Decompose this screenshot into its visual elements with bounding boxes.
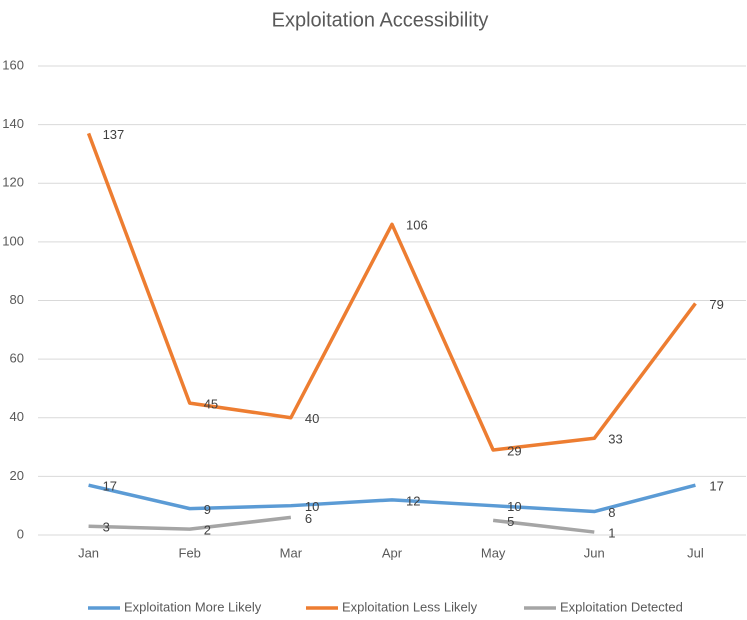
y-tick-label: 80 <box>10 292 24 307</box>
y-tick-label: 20 <box>10 468 24 483</box>
legend-label: Exploitation Less Likely <box>342 599 478 614</box>
data-label: 8 <box>608 505 615 520</box>
y-tick-label: 0 <box>17 526 24 541</box>
x-tick-label: Feb <box>179 545 201 560</box>
series-line <box>88 515 595 534</box>
x-tick-label: Jul <box>687 545 704 560</box>
y-tick-label: 160 <box>2 57 24 72</box>
x-tick-label: Apr <box>382 545 403 560</box>
data-label: 9 <box>204 502 211 517</box>
x-tick-label: May <box>481 545 506 560</box>
data-label: 137 <box>103 127 125 142</box>
series-line <box>88 483 696 514</box>
data-label: 79 <box>709 297 723 312</box>
data-label: 10 <box>507 499 521 514</box>
data-label: 3 <box>103 520 110 535</box>
x-tick-label: Jan <box>78 545 99 560</box>
data-label: 1 <box>608 526 615 541</box>
x-tick-label: Mar <box>280 545 303 560</box>
data-label: 29 <box>507 443 521 458</box>
legend-label: Exploitation More Likely <box>124 599 262 614</box>
data-label: 12 <box>406 493 420 508</box>
data-label: 5 <box>507 514 514 529</box>
data-label: 106 <box>406 218 428 233</box>
chart-title: Exploitation Accessibility <box>272 9 489 31</box>
y-tick-label: 140 <box>2 116 24 131</box>
data-label: 6 <box>305 511 312 526</box>
y-tick-label: 40 <box>10 409 24 424</box>
data-label: 40 <box>305 411 319 426</box>
data-label: 17 <box>709 479 723 494</box>
y-tick-label: 100 <box>2 233 24 248</box>
x-tick-label: Jun <box>584 545 605 560</box>
series-line <box>86 132 697 452</box>
y-tick-label: 120 <box>2 175 24 190</box>
data-label: 45 <box>204 397 218 412</box>
data-label: 10 <box>305 499 319 514</box>
data-label: 17 <box>103 479 117 494</box>
data-label: 2 <box>204 523 211 538</box>
legend-label: Exploitation Detected <box>560 599 683 614</box>
data-label: 33 <box>608 432 622 447</box>
y-tick-label: 60 <box>10 351 24 366</box>
